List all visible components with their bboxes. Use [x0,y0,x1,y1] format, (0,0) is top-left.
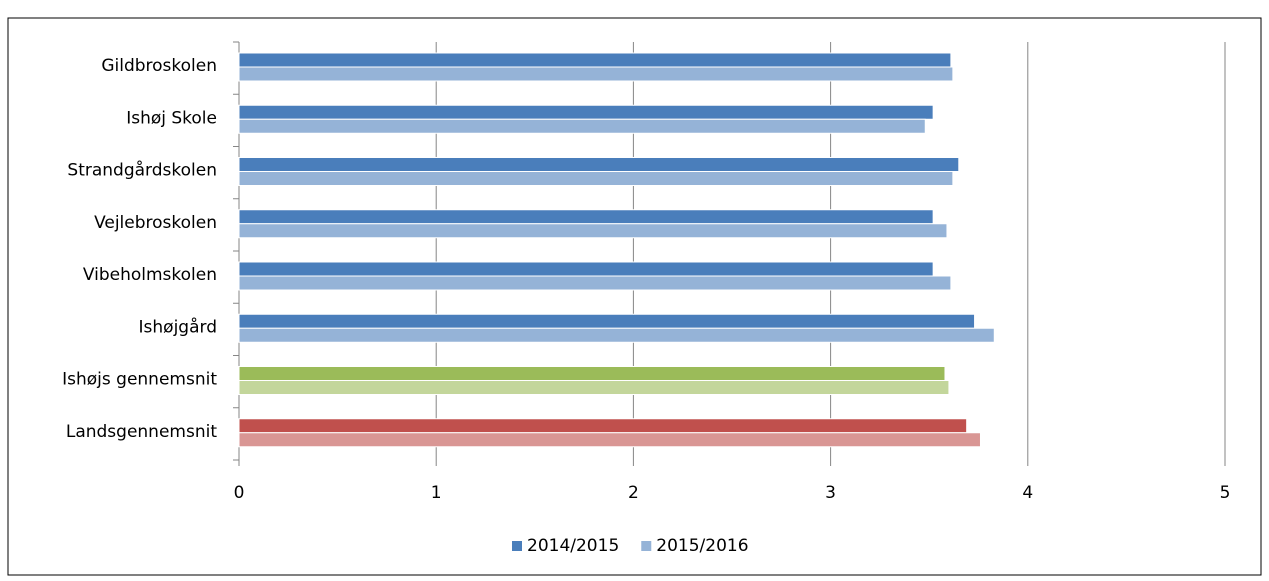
bar [238,171,954,186]
y-tick-label: Ishøjs gennemsnit [62,370,217,390]
bar [238,118,926,134]
bar [238,313,976,329]
legend-label: 2014/2015 [527,536,619,556]
x-tick-label: 1 [431,483,442,503]
bar [238,66,954,82]
legend-swatch [641,541,652,551]
legend-label: 2015/2016 [656,536,748,556]
legend-swatch [512,541,522,551]
bar [238,223,948,239]
bar [238,157,960,172]
bar [238,327,995,343]
x-tick-label: 5 [1220,483,1231,503]
bar [238,418,968,434]
y-tick-label: Landsgennemsnit [66,422,217,442]
y-tick-label: Gildbroskolen [101,56,217,76]
x-tick-label: 2 [628,483,639,503]
y-tick-label: Strandgårdskolen [67,160,217,181]
bar [238,52,952,68]
bar [238,104,934,120]
bar [238,380,950,395]
bar [238,209,934,225]
bar [238,366,946,381]
x-tick-label: 4 [1022,483,1033,503]
y-tick-label: Ishøjgård [139,316,217,337]
y-tick-label: Vejlebroskolen [94,213,217,233]
x-tick-label: 0 [234,483,245,503]
bar [238,275,952,291]
bar [238,432,981,448]
bar [238,261,934,277]
y-tick-label: Vibeholmskolen [83,265,217,285]
y-tick-label: Ishøj Skole [126,108,217,128]
x-tick-label: 3 [825,483,836,503]
